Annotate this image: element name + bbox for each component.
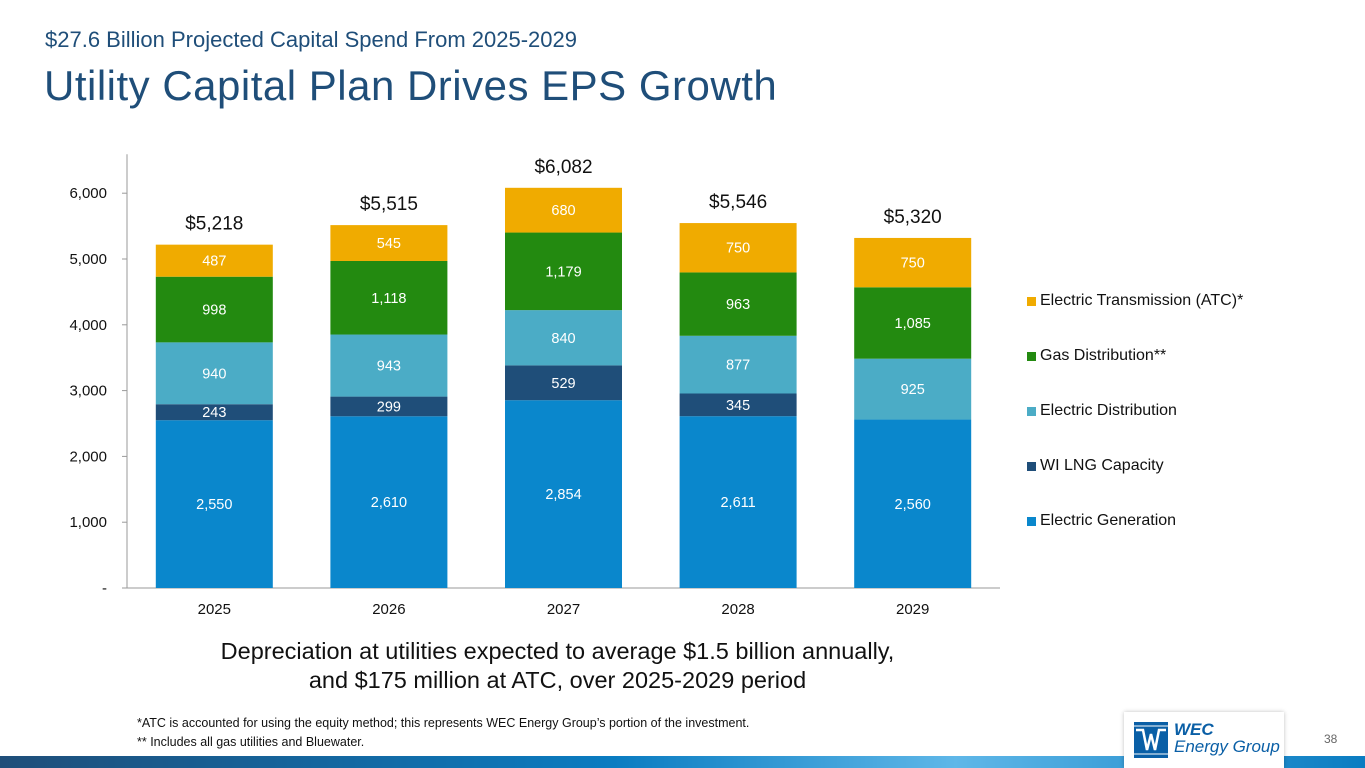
bar-segment bbox=[155, 276, 273, 343]
y-tick-label: 3,000 bbox=[69, 383, 107, 400]
legend-item-electric-transmission: Electric Transmission (ATC)* bbox=[1027, 292, 1327, 347]
bar-segment bbox=[679, 393, 797, 417]
data-label: 2,854 bbox=[545, 487, 581, 503]
logo-line-2: Energy Group bbox=[1174, 737, 1280, 756]
bar-segment bbox=[679, 416, 797, 588]
data-label: 1,179 bbox=[545, 264, 581, 280]
page-number: 38 bbox=[1324, 732, 1338, 746]
data-label: 750 bbox=[726, 241, 750, 257]
legend-swatch-gas-distribution bbox=[1027, 352, 1036, 361]
footnote-gas: ** Includes all gas utilities and Bluewa… bbox=[137, 735, 365, 749]
bottom-color-band bbox=[0, 756, 1365, 768]
data-label: 1,118 bbox=[371, 291, 406, 307]
data-label: 299 bbox=[377, 399, 401, 415]
bar-segment bbox=[505, 400, 622, 588]
data-label: 2,611 bbox=[720, 495, 755, 511]
y-tick-label: 2,000 bbox=[69, 448, 107, 465]
data-label: 529 bbox=[551, 376, 575, 392]
bar-segment bbox=[854, 419, 972, 588]
data-label: 2,610 bbox=[371, 495, 407, 511]
legend-swatch-electric-distribution bbox=[1027, 407, 1036, 416]
total-label: $6,082 bbox=[534, 157, 592, 178]
bar-segment bbox=[505, 310, 622, 366]
total-label: $5,218 bbox=[185, 214, 243, 235]
legend-swatch-electric-generation bbox=[1027, 517, 1036, 526]
data-label: 943 bbox=[377, 359, 401, 375]
callout-line-1: Depreciation at utilities expected to av… bbox=[220, 638, 895, 664]
data-label: 750 bbox=[901, 256, 925, 272]
data-label: 2,560 bbox=[895, 497, 931, 513]
total-label: $5,515 bbox=[360, 194, 418, 215]
y-tick-label: 5,000 bbox=[69, 251, 107, 268]
legend-item-wi-lng-capacity: WI LNG Capacity bbox=[1027, 457, 1327, 512]
legend-label-wi-lng-capacity: WI LNG Capacity bbox=[1040, 457, 1164, 474]
data-label: 877 bbox=[726, 358, 750, 374]
bar-segment bbox=[679, 272, 797, 336]
legend-label-electric-generation: Electric Generation bbox=[1040, 512, 1177, 529]
total-label: $5,320 bbox=[884, 207, 942, 228]
data-label: 963 bbox=[726, 297, 750, 313]
bar-segment bbox=[679, 223, 797, 273]
chart-legend: Electric Transmission (ATC)* Gas Distrib… bbox=[1027, 292, 1327, 567]
slide-title: Utility Capital Plan Drives EPS Growth bbox=[44, 62, 778, 109]
y-tick-label: 4,000 bbox=[69, 317, 107, 334]
wec-logo-wordmark: WEC Energy Group bbox=[1174, 721, 1280, 755]
bar-segment bbox=[505, 187, 622, 233]
wec-logo-mark-icon bbox=[1134, 722, 1168, 758]
bar-segment bbox=[330, 334, 448, 397]
legend-item-electric-distribution: Electric Distribution bbox=[1027, 402, 1327, 457]
callout-line-2: and $175 million at ATC, over 2025-2029 … bbox=[308, 667, 807, 693]
data-label: 243 bbox=[202, 405, 226, 421]
bar-segment bbox=[330, 225, 448, 261]
bar-segment bbox=[505, 365, 622, 401]
bar-segment bbox=[155, 420, 273, 588]
data-label: 2,550 bbox=[196, 497, 232, 513]
logo-line-1: WEC bbox=[1174, 720, 1214, 739]
legend-label-electric-transmission: Electric Transmission (ATC)* bbox=[1040, 292, 1244, 309]
bar-segment bbox=[505, 232, 622, 311]
legend-label-gas-distribution: Gas Distribution** bbox=[1040, 347, 1167, 364]
slide-subtitle: $27.6 Billion Projected Capital Spend Fr… bbox=[45, 27, 577, 52]
bar-segment bbox=[330, 260, 448, 335]
data-label: 925 bbox=[901, 382, 925, 398]
data-label: 487 bbox=[202, 254, 226, 270]
data-label: 345 bbox=[726, 398, 750, 414]
y-tick-label: 6,000 bbox=[69, 185, 107, 202]
bar-segment bbox=[330, 416, 448, 588]
x-tick-label: 2026 bbox=[372, 601, 405, 618]
y-tick-label: - bbox=[102, 580, 107, 597]
bar-segment bbox=[155, 244, 273, 277]
legend-swatch-electric-transmission bbox=[1027, 297, 1036, 306]
total-label: $5,546 bbox=[709, 192, 767, 213]
legend-item-electric-generation: Electric Generation bbox=[1027, 512, 1327, 567]
data-label: 940 bbox=[202, 366, 226, 382]
legend-item-gas-distribution: Gas Distribution** bbox=[1027, 347, 1327, 402]
data-label: 840 bbox=[551, 331, 575, 347]
bar-segment bbox=[155, 342, 273, 405]
depreciation-callout: Depreciation at utilities expected to av… bbox=[150, 637, 965, 695]
x-tick-label: 2027 bbox=[547, 601, 580, 618]
legend-swatch-wi-lng-capacity bbox=[1027, 462, 1036, 471]
footnotes: *ATC is accounted for using the equity m… bbox=[137, 714, 749, 752]
x-tick-label: 2025 bbox=[198, 601, 231, 618]
data-label: 998 bbox=[202, 303, 226, 319]
bar-segment bbox=[854, 237, 972, 288]
bar-segment bbox=[854, 358, 972, 420]
x-tick-label: 2028 bbox=[721, 601, 754, 618]
bar-segment bbox=[330, 396, 448, 417]
x-tick-label: 2029 bbox=[896, 601, 929, 618]
stacked-bar-chart: - 1,000 2,000 3,000 4,000 5,000 6,000 2,550 243 9… bbox=[69, 154, 1000, 618]
y-tick-label: 1,000 bbox=[69, 514, 107, 531]
data-label: 1,085 bbox=[895, 316, 931, 332]
footnote-atc: *ATC is accounted for using the equity m… bbox=[137, 716, 750, 730]
wec-logo: WEC Energy Group bbox=[1124, 712, 1284, 768]
bar-segment bbox=[155, 404, 273, 421]
bar-segment bbox=[679, 335, 797, 394]
bar-segment bbox=[854, 287, 972, 359]
data-label: 545 bbox=[377, 236, 401, 252]
legend-label-electric-distribution: Electric Distribution bbox=[1040, 402, 1177, 419]
data-label: 680 bbox=[551, 203, 575, 219]
